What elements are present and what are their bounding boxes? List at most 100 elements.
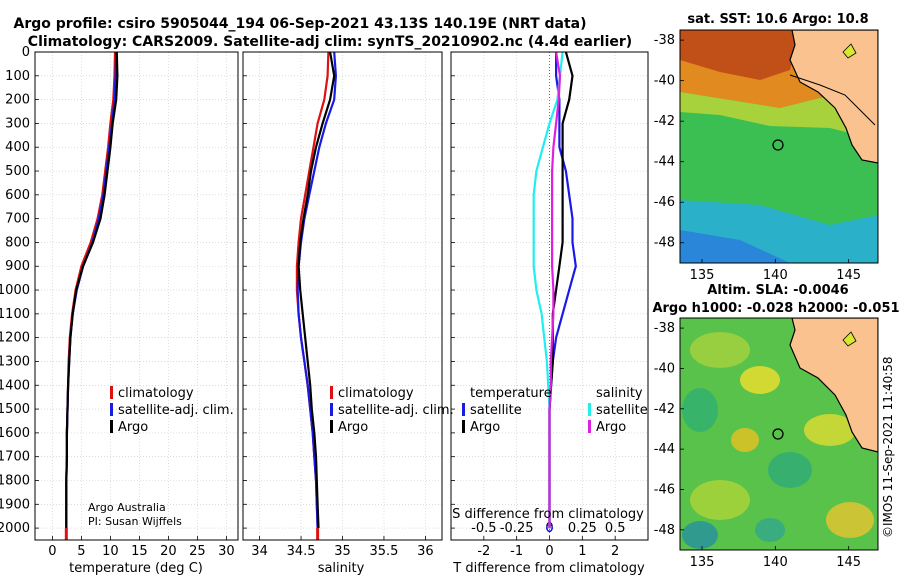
map-y-tick-label: -44 [654, 155, 675, 170]
sla-blob [804, 414, 856, 446]
sla-blob [682, 388, 718, 432]
y-tick-label: 0 [22, 45, 30, 60]
s-difference-axis-label: S difference from climatology [452, 507, 644, 522]
x-tick-label: 0 [48, 544, 56, 559]
x-tick-label: 2 [611, 544, 619, 559]
y-tick-label: 1000 [0, 283, 30, 298]
plot-frame [242, 51, 443, 541]
legend-swatch-temp-satellite [462, 403, 465, 416]
sst-land [789, 30, 878, 164]
x2-tick-label: 0.5 [605, 521, 626, 536]
x2-tick-label: 0 [545, 521, 553, 536]
sla-map-subtitle: Argo h1000: -0.028 h2000: -0.051 [652, 301, 899, 316]
map-x-tick-label: 140 [763, 268, 788, 283]
map-x-tick-label: 135 [690, 555, 715, 570]
map-x-tick-label: 145 [836, 268, 861, 283]
x-tick-label: 1 [578, 544, 586, 559]
series-line-salinity-argo [548, 51, 562, 529]
sst-map-title: sat. SST: 10.6 Argo: 10.8 [687, 12, 868, 27]
series-line-argo [297, 51, 336, 529]
legend-header-salinity: salinity [596, 386, 643, 401]
x2-tick-label: 0.25 [568, 521, 597, 536]
sla-blob [740, 366, 780, 394]
legend-swatch-satellite [330, 403, 333, 416]
y-tick-label: 100 [5, 69, 30, 84]
sst-argo-marker [772, 139, 784, 151]
x-tick-label: 34.5 [287, 544, 316, 559]
y-tick-label: 400 [5, 140, 30, 155]
salinity-axis-label: salinity [318, 561, 365, 576]
sla-map-title: Altim. SLA: -0.0046 [707, 283, 848, 298]
difference-panel: -2 -1 0 1 2 -0.5 -0.25 0 0.25 0.5 [450, 51, 649, 559]
legend-swatch-climatology [330, 386, 333, 399]
legend-swatch-sal-argo [588, 420, 591, 433]
sst-map-frame [679, 29, 879, 264]
salinity-panel: 34 34.5 35 35.5 36 [242, 51, 443, 559]
temperature-legend: climatology satellite-adj. clim. Argo [110, 386, 234, 435]
legend-label-temp-satellite: satellite [470, 403, 522, 418]
map-y-tick-label: -38 [654, 33, 675, 48]
x-tick-label: 5 [77, 544, 85, 559]
legend-swatch-satellite [110, 403, 113, 416]
legend-swatch-sal-satellite [588, 403, 591, 416]
legend-label-satellite: satellite-adj. clim. [338, 403, 454, 418]
sla-blob [731, 428, 759, 452]
sla-map-frame [679, 317, 879, 551]
sst-map-axes: 135 140 145 -38 -40 -42 -44 -46 -48 [654, 33, 861, 283]
legend-swatch-temp-argo [462, 420, 465, 433]
legend-header-temperature: temperature [470, 386, 552, 401]
sst-map: sat. SST: 10.6 Argo: 10.8 135 140 145 -38 -4… [654, 12, 879, 283]
map-y-tick-label: -38 [654, 321, 675, 336]
legend-swatch-argo [330, 420, 333, 433]
y-tick-label: 1300 [0, 354, 30, 369]
map-x-tick-label: 135 [690, 268, 715, 283]
legend-label-satellite: satellite-adj. clim. [118, 403, 234, 418]
x-tick-label: 20 [160, 544, 177, 559]
y-tick-label: 1800 [0, 473, 30, 488]
map-y-tick-label: -42 [654, 402, 675, 417]
x-tick-label: 30 [218, 544, 235, 559]
x-tick-label: -1 [510, 544, 523, 559]
x-tick-label: 34 [251, 544, 268, 559]
y-tick-label: 1900 [0, 497, 30, 512]
x-tick-label: -2 [477, 544, 490, 559]
sla-blob [826, 502, 874, 538]
difference-legend: temperature satellite Argo salinity sate… [462, 386, 648, 435]
plot-frame [450, 51, 649, 541]
map-y-tick-label: -48 [654, 236, 675, 251]
y-tick-label: 1500 [0, 402, 30, 417]
sst-contour [789, 74, 876, 126]
x2-tick-label: -0.25 [500, 521, 534, 536]
sla-blob [768, 452, 812, 488]
y-tick-label: 1400 [0, 378, 30, 393]
sla-blob [690, 480, 750, 520]
sla-blob [682, 521, 718, 549]
sst-island [842, 43, 857, 59]
y-tick-label: 800 [5, 235, 30, 250]
x-tick-label: 36 [417, 544, 434, 559]
x2-tick-label: -0.5 [471, 521, 496, 536]
map-y-tick-label: -48 [654, 523, 675, 538]
plot-area [35, 52, 238, 540]
map-y-tick-label: -42 [654, 114, 675, 129]
y-tick-label: 1200 [0, 331, 30, 346]
x-tick-label: 15 [131, 544, 148, 559]
sst-cold-band [680, 230, 790, 263]
sla-blob [755, 518, 785, 542]
legend-label-sal-argo: Argo [596, 420, 626, 435]
legend-swatch-argo [110, 420, 113, 433]
y-tick-label: 200 [5, 93, 30, 108]
y-tick-label: 1100 [0, 307, 30, 322]
credit-org: Argo Australia [88, 501, 166, 514]
map-y-tick-label: -40 [654, 74, 675, 89]
t-difference-axis-label: T difference from climatology [452, 561, 645, 576]
y-tick-label: 500 [5, 164, 30, 179]
y-tick-label: 300 [5, 116, 30, 131]
sla-argo-marker [772, 428, 784, 440]
legend-swatch-climatology [110, 386, 113, 399]
header-line-1: Argo profile: csiro 5905044_194 06-Sep-2… [14, 16, 587, 32]
x-tick-label: 10 [102, 544, 119, 559]
map-y-tick-label: -40 [654, 361, 675, 376]
map-x-tick-label: 145 [836, 555, 861, 570]
